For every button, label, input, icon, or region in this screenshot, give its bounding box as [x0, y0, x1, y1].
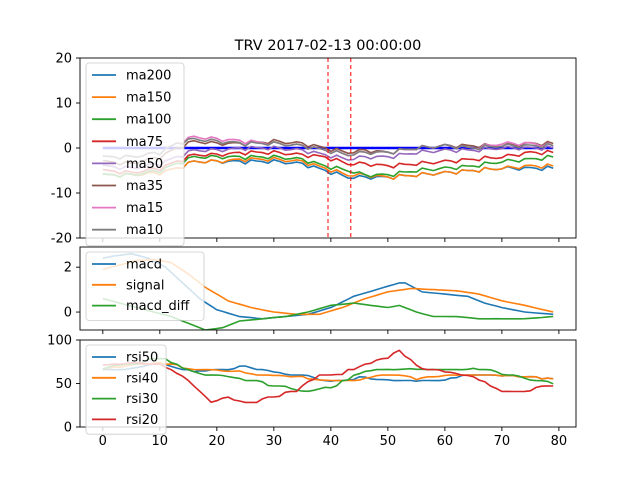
y-tick-label: 10	[55, 97, 72, 112]
x-tick-label: 60	[437, 434, 454, 449]
x-tick-label: 70	[494, 434, 511, 449]
x-tick-label: 30	[266, 434, 283, 449]
x-tick-label: 40	[323, 434, 340, 449]
legend-label-signal: signal	[126, 278, 164, 293]
legend-label-ma150: ma150	[126, 91, 171, 106]
legend-label-ma10: ma10	[126, 223, 163, 238]
y-tick-label: 50	[55, 377, 72, 392]
legend-label-macd: macd	[126, 258, 162, 273]
x-tick-label: 80	[551, 434, 568, 449]
macd-panel: 2 0 macd signal macd_diff	[64, 246, 577, 334]
legend: ma200 ma150 ma100 ma75 ma50 ma35 ma15 ma10	[85, 62, 185, 247]
series-line-rsi20	[102, 349, 554, 404]
legend-label-ma75: ma75	[126, 135, 163, 150]
y-tick-label: -20	[51, 232, 72, 247]
y-tick-label: 2	[64, 261, 72, 276]
legend-label-ma50: ma50	[126, 157, 163, 172]
axes-frame	[79, 246, 577, 331]
legend-label-rsi20: rsi20	[126, 413, 158, 428]
y-tick-label: 0	[64, 142, 72, 157]
series-line-rsi30	[102, 357, 554, 393]
moving-average-panel: 20100-10-20ma200ma150ma100ma75ma50ma35ma…	[51, 52, 577, 247]
legend-box	[85, 344, 167, 435]
legend: rsi50 rsi40 rsi30 rsi20	[85, 344, 167, 435]
legend-label-ma200: ma200	[126, 69, 171, 84]
chart-title: TRV 2017-02-13 00:00:00	[234, 38, 422, 54]
legend-label-ma15: ma15	[126, 201, 163, 216]
y-tick-label: 0	[64, 421, 72, 436]
x-tick-label: 0	[99, 434, 107, 449]
y-tick-label: 100	[47, 334, 72, 349]
legend-box	[85, 251, 205, 321]
legend-box	[85, 62, 185, 247]
legend-label-macd_diff: macd_diff	[126, 299, 190, 314]
legend: macd signal macd_diff	[85, 251, 205, 321]
legend-label-rsi50: rsi50	[126, 351, 158, 366]
x-tick-label: 10	[152, 434, 169, 449]
y-tick-label: 20	[55, 52, 72, 67]
legend-label-rsi40: rsi40	[126, 371, 158, 386]
legend-label-rsi30: rsi30	[126, 392, 158, 407]
y-tick-label: -10	[51, 187, 72, 202]
legend-label-ma35: ma35	[126, 179, 163, 194]
y-tick-label: 0	[64, 306, 72, 321]
x-tick-label: 20	[209, 434, 226, 449]
legend-label-ma100: ma100	[126, 113, 171, 128]
x-tick-label: 50	[380, 434, 397, 449]
